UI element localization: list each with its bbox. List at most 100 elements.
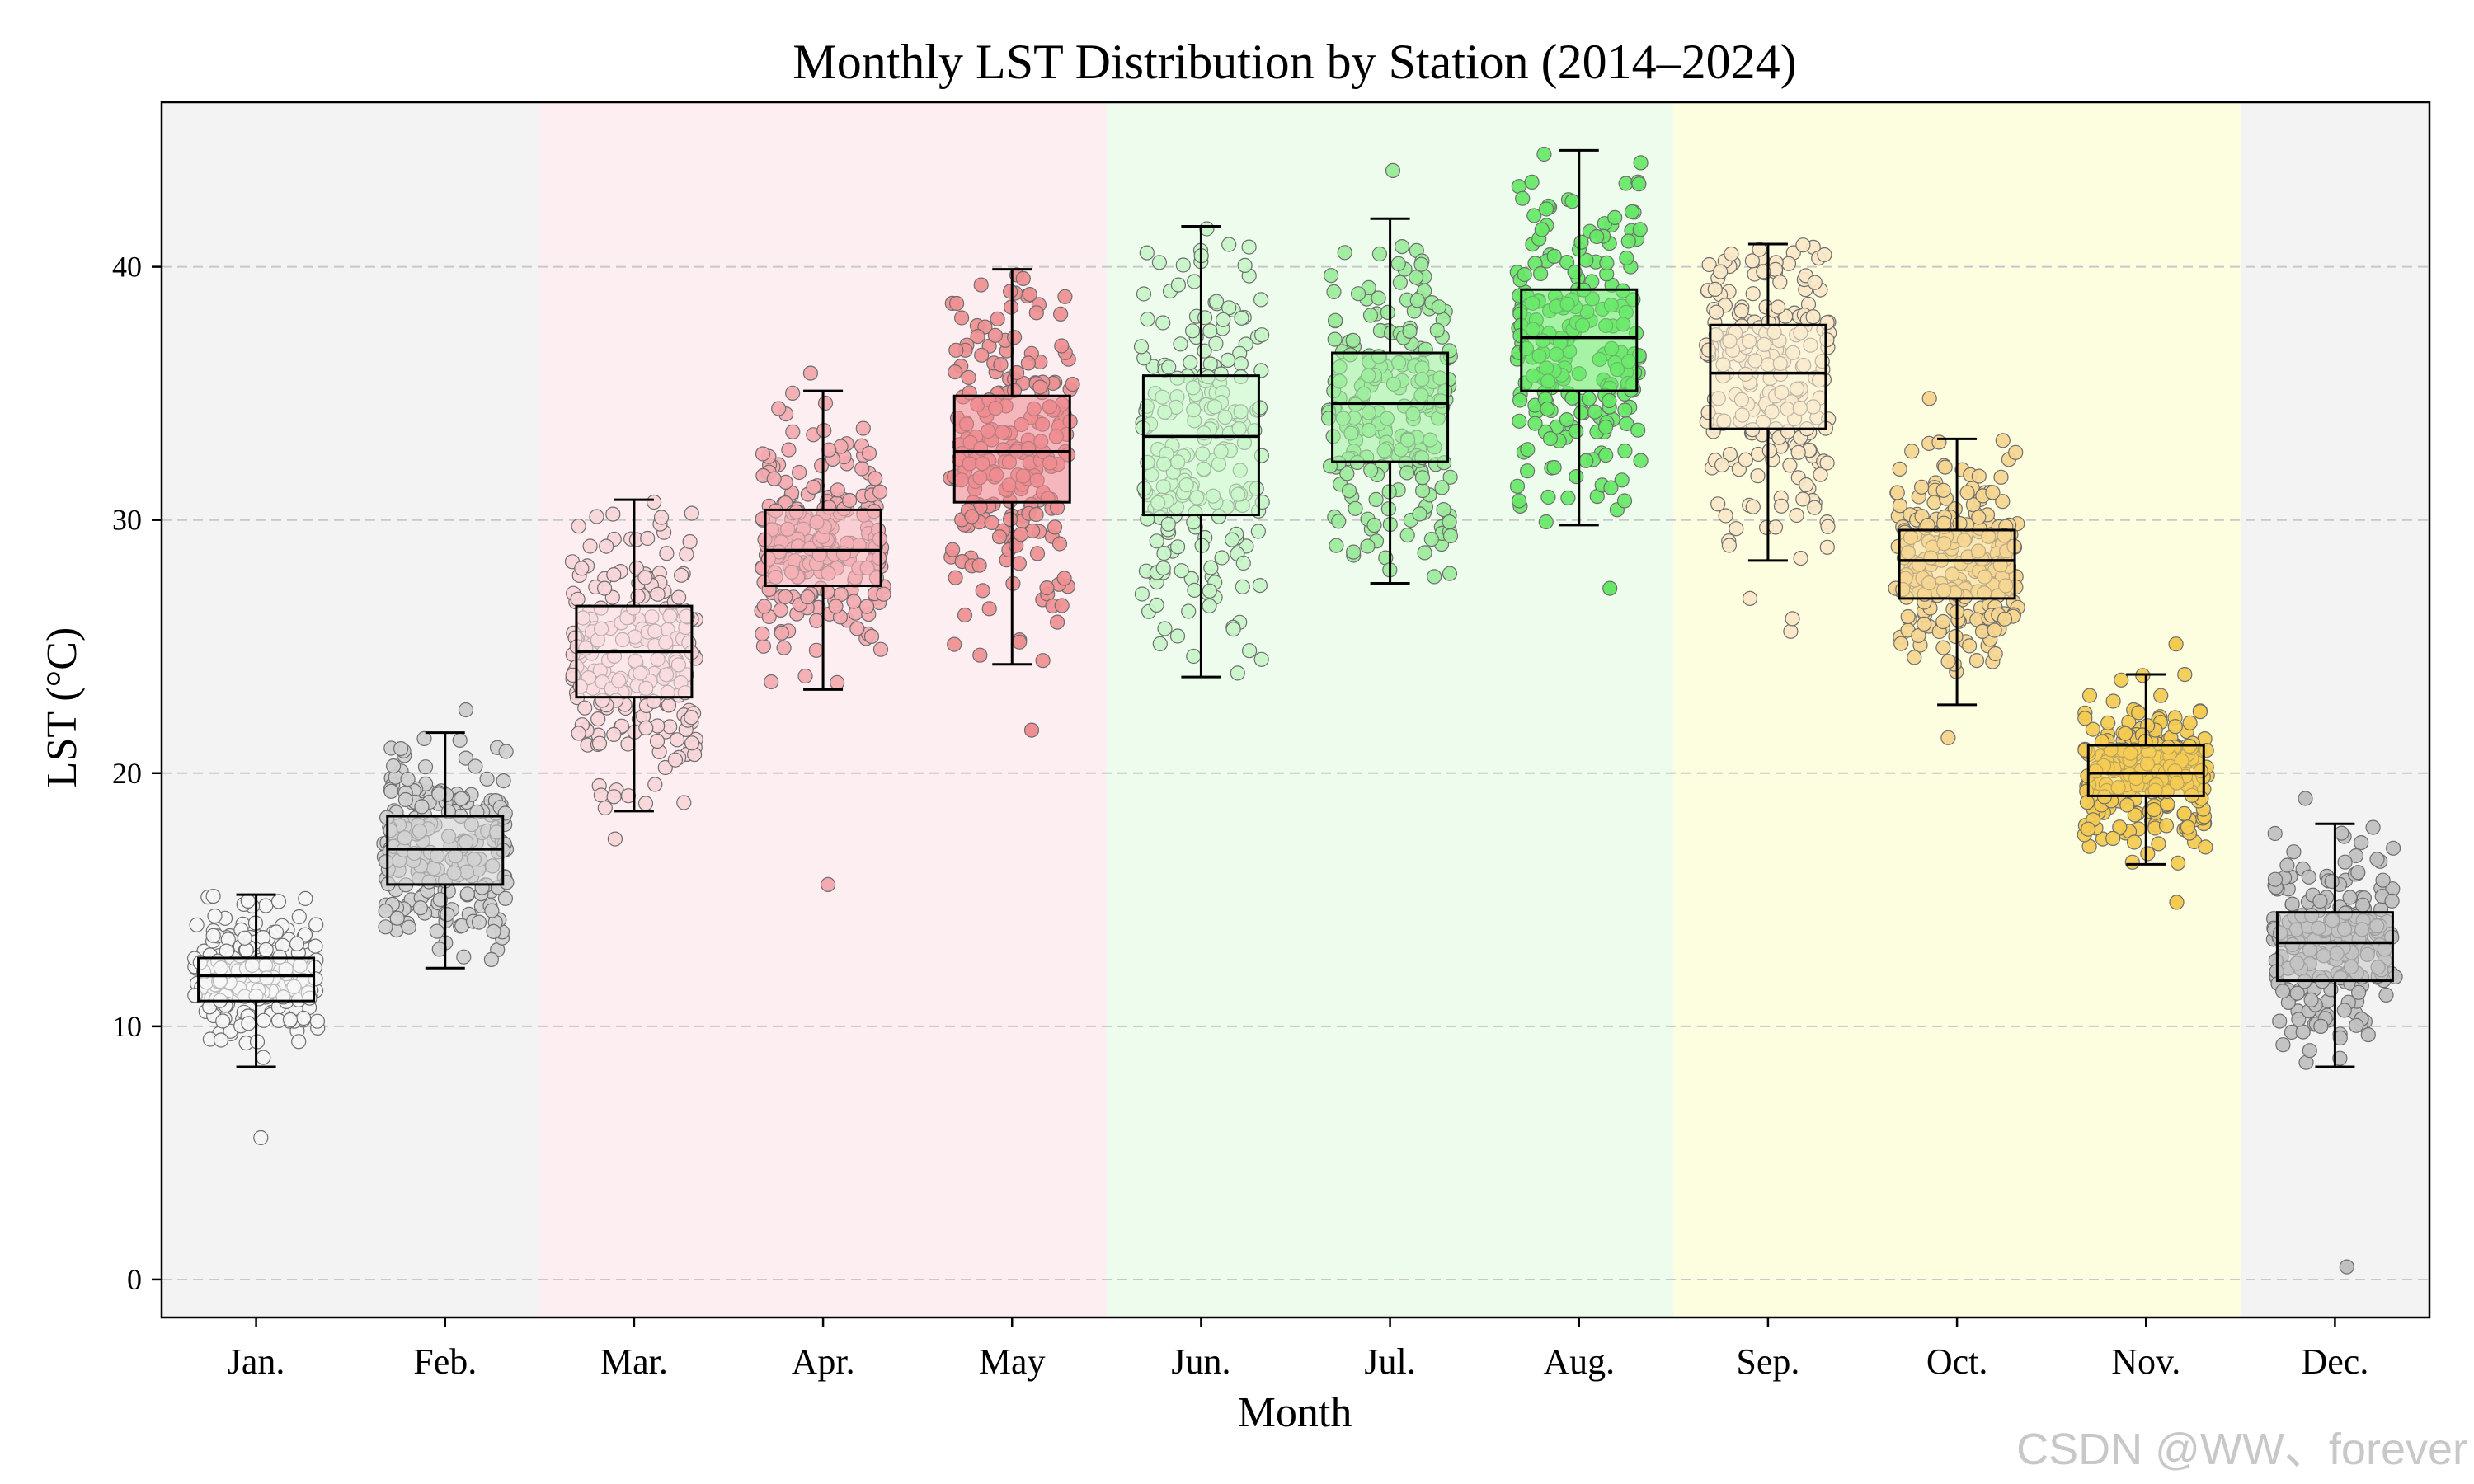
outlier-point bbox=[1921, 391, 1937, 406]
data-point bbox=[854, 461, 870, 477]
data-point bbox=[1573, 405, 1589, 420]
data-point bbox=[1519, 463, 1536, 479]
data-point bbox=[412, 900, 428, 916]
data-point bbox=[1948, 628, 1964, 645]
x-tick-label: Oct. bbox=[1926, 1341, 1988, 1382]
data-point bbox=[1965, 497, 1981, 513]
data-point bbox=[1624, 204, 1640, 219]
data-point bbox=[2336, 1003, 2352, 1018]
data-point bbox=[2140, 846, 2156, 862]
data-point bbox=[2342, 890, 2358, 905]
data-point bbox=[486, 923, 501, 940]
data-point bbox=[397, 791, 413, 808]
iqr-box bbox=[952, 394, 1071, 504]
data-point bbox=[1937, 459, 1953, 475]
x-tick-label: Mar. bbox=[600, 1341, 668, 1382]
data-point bbox=[1564, 194, 1580, 209]
data-point bbox=[849, 621, 865, 636]
data-point bbox=[282, 1012, 299, 1028]
data-point bbox=[1738, 452, 1753, 467]
data-point bbox=[1360, 538, 1376, 554]
data-point bbox=[1214, 550, 1230, 566]
data-point bbox=[1936, 515, 1952, 531]
data-point bbox=[2369, 852, 2385, 867]
data-point bbox=[773, 602, 788, 618]
data-point bbox=[1962, 638, 1978, 654]
iqr-box bbox=[1331, 351, 1450, 463]
data-point bbox=[1348, 500, 1363, 516]
data-point bbox=[1527, 416, 1543, 431]
data-point bbox=[597, 800, 613, 816]
data-point bbox=[1526, 208, 1542, 223]
data-point bbox=[414, 799, 430, 815]
data-point bbox=[1620, 233, 1636, 249]
data-point bbox=[1136, 286, 1152, 302]
x-tick-label: Aug. bbox=[1543, 1341, 1615, 1382]
data-point bbox=[1345, 544, 1362, 560]
data-point bbox=[484, 903, 500, 918]
x-tick-label: Apr. bbox=[792, 1341, 855, 1382]
data-point bbox=[1366, 517, 1382, 533]
data-point bbox=[1399, 465, 1415, 481]
data-point bbox=[1442, 528, 1459, 544]
data-point bbox=[1427, 569, 1442, 585]
data-point bbox=[948, 342, 964, 358]
data-point bbox=[2167, 719, 2183, 735]
data-point bbox=[2267, 871, 2284, 887]
data-point bbox=[1056, 571, 1072, 586]
data-point bbox=[1581, 391, 1597, 406]
data-point bbox=[479, 771, 495, 787]
data-point bbox=[964, 509, 980, 524]
data-point bbox=[948, 364, 963, 380]
data-point bbox=[1598, 447, 1614, 463]
data-point bbox=[830, 482, 845, 498]
data-point bbox=[1599, 255, 1615, 270]
data-point bbox=[1971, 468, 1987, 484]
data-point bbox=[1402, 323, 1418, 339]
data-point bbox=[774, 625, 789, 641]
data-point bbox=[1892, 461, 1907, 477]
outlier-point bbox=[2298, 791, 2313, 806]
data-point bbox=[2284, 896, 2300, 912]
data-point bbox=[800, 589, 816, 605]
data-point bbox=[1617, 402, 1633, 418]
data-point bbox=[1221, 300, 1237, 316]
data-point bbox=[298, 890, 313, 907]
data-point bbox=[1187, 582, 1202, 599]
data-point bbox=[1782, 458, 1798, 473]
data-point bbox=[638, 720, 654, 736]
data-point bbox=[1009, 364, 1025, 381]
data-point bbox=[1235, 579, 1250, 594]
data-point bbox=[649, 733, 666, 749]
data-point bbox=[1362, 308, 1379, 323]
data-point bbox=[682, 533, 698, 550]
data-point bbox=[1540, 489, 1556, 505]
data-point bbox=[1630, 422, 1646, 438]
data-point bbox=[1607, 209, 1623, 225]
data-point bbox=[1724, 246, 1739, 262]
data-point bbox=[1051, 536, 1068, 552]
data-point bbox=[497, 890, 514, 906]
data-point bbox=[1139, 245, 1155, 261]
data-point bbox=[429, 923, 444, 939]
data-point bbox=[1208, 294, 1225, 309]
data-point bbox=[2375, 872, 2391, 888]
data-point bbox=[289, 936, 305, 951]
boxplot-may bbox=[952, 268, 1071, 666]
data-point bbox=[2289, 985, 2305, 1001]
data-point bbox=[2334, 825, 2349, 841]
data-point bbox=[1326, 284, 1342, 299]
data-point bbox=[2119, 797, 2135, 813]
x-tick-label: Jan. bbox=[228, 1341, 285, 1382]
data-point bbox=[829, 674, 845, 691]
data-point bbox=[454, 791, 469, 806]
data-point bbox=[1714, 457, 1730, 473]
data-point bbox=[1039, 580, 1055, 596]
data-point bbox=[483, 951, 500, 968]
data-point bbox=[1054, 598, 1070, 613]
outlier-point bbox=[1742, 590, 1758, 607]
y-tick-label: 30 bbox=[112, 504, 142, 537]
data-point bbox=[189, 917, 205, 932]
data-point bbox=[1155, 560, 1171, 576]
x-tick-label: Jun. bbox=[1171, 1341, 1230, 1382]
